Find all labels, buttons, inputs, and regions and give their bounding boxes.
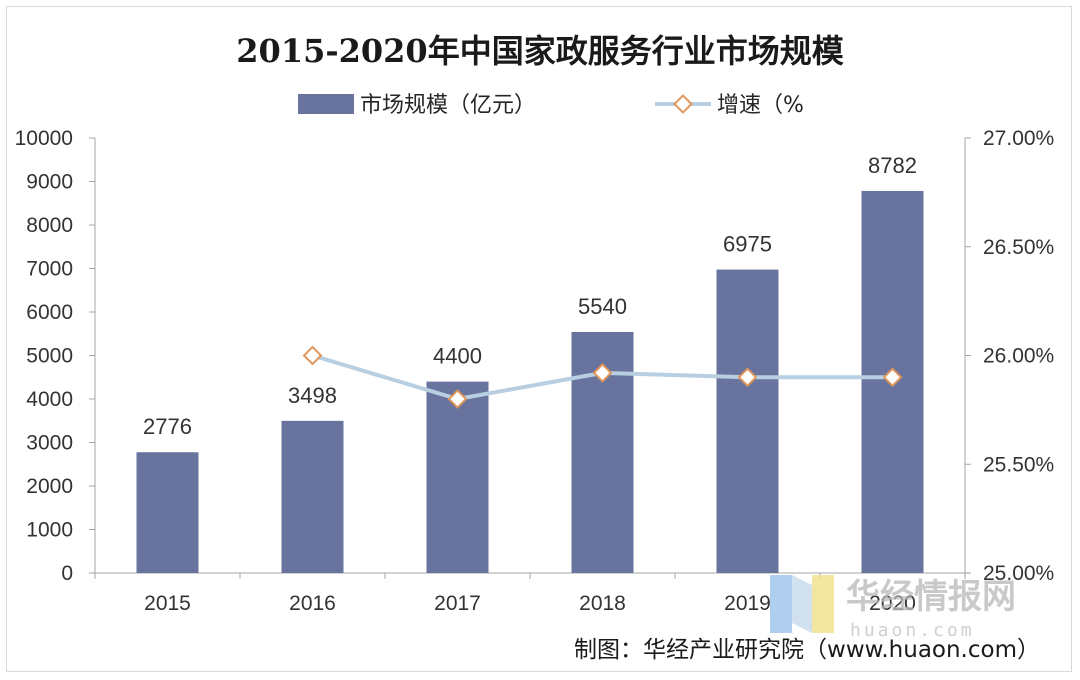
x-tick-label: 2020: [869, 592, 916, 615]
left-tick-label: 10000: [15, 127, 73, 150]
left-tick-label: 8000: [26, 214, 73, 237]
growth-marker: [882, 367, 903, 388]
data-labels: 2776 3498 4400 5540 6975 8782: [143, 153, 917, 439]
bar: [136, 452, 199, 573]
bar: [426, 381, 489, 573]
x-tick-label: 2019: [724, 592, 771, 615]
bar: [716, 269, 779, 573]
right-tick-label: 26.50%: [983, 236, 1054, 259]
watermark-text: 华经情报网: [846, 577, 1016, 617]
bar-data-label: 3498: [288, 383, 337, 408]
x-tick-label: 2016: [289, 592, 336, 615]
growth-marker: [302, 345, 323, 366]
watermark-sub: huaon.com: [850, 620, 975, 641]
growth-marker: [592, 363, 613, 383]
x-tick-label: 2018: [579, 592, 626, 615]
watermark: 华经情报网 huaon.com: [770, 575, 1016, 641]
chart-title: 2015-2020年中国家政服务行业市场规模: [236, 32, 843, 70]
left-tick-label: 6000: [26, 301, 73, 324]
legend: 市场规模（亿元） 增速（%: [298, 93, 804, 118]
axes: 0 1000 2000 3000 4000 5000 6000 7000 8000 9000 100…: [15, 127, 1055, 615]
left-tick-label: 0: [61, 562, 73, 585]
left-tick-label: 4000: [26, 388, 73, 411]
right-tick-label: 26.00%: [983, 345, 1054, 368]
growth-line: [302, 345, 903, 409]
x-tick-label: 2017: [434, 592, 481, 615]
left-tick-label: 5000: [26, 345, 73, 368]
left-tick-label: 3000: [26, 432, 73, 455]
watermark-logo-left: [770, 575, 792, 633]
growth-marker: [737, 367, 758, 388]
bar-data-label: 5540: [578, 294, 627, 319]
bar: [281, 420, 344, 573]
credit-text: 制图：华经产业研究院（www.huaon.com）: [574, 637, 1040, 663]
right-tick-label: 25.50%: [983, 453, 1054, 476]
watermark-logo-right: [812, 575, 834, 633]
right-tick-label: 27.00%: [983, 127, 1054, 150]
bar-data-label: 8782: [868, 153, 917, 178]
legend-line-label: 增速（%: [717, 93, 804, 118]
left-tick-label: 9000: [26, 171, 73, 194]
left-tick-label: 2000: [26, 475, 73, 498]
legend-line-marker: [673, 94, 693, 114]
left-tick-label: 1000: [26, 519, 73, 542]
watermark-logo-mid: [792, 575, 812, 633]
bars: [136, 190, 924, 573]
legend-bar-swatch: [298, 94, 354, 114]
left-tick-label: 7000: [26, 258, 73, 281]
right-tick-label: 25.00%: [983, 562, 1054, 585]
bar-data-label: 6975: [723, 232, 772, 257]
bar-data-label: 4400: [433, 344, 482, 369]
x-tick-label: 2015: [144, 592, 191, 615]
legend-bar-label: 市场规模（亿元）: [360, 93, 536, 118]
bar-data-label: 2776: [143, 414, 192, 439]
growth-marker: [447, 389, 468, 409]
